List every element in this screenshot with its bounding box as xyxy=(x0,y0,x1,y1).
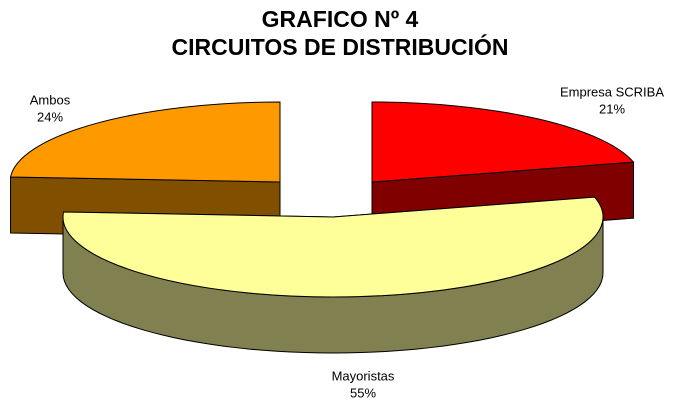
slice-label: Empresa SCRIBA xyxy=(560,84,664,99)
pie xyxy=(9,101,635,354)
slice-value-label: 21% xyxy=(599,101,625,116)
slice xyxy=(62,196,604,298)
chart-title: GRAFICO Nº 4 xyxy=(262,6,419,32)
chart-subtitle: CIRCUITOS DE DISTRIBUCIÓN xyxy=(172,33,509,60)
slice xyxy=(371,101,635,183)
slice-value-label: 55% xyxy=(350,385,376,400)
slice xyxy=(9,101,281,183)
slice-label: Ambos xyxy=(30,92,71,107)
slice-value-label: 24% xyxy=(37,109,63,124)
slice-label: Mayoristas xyxy=(332,368,395,383)
